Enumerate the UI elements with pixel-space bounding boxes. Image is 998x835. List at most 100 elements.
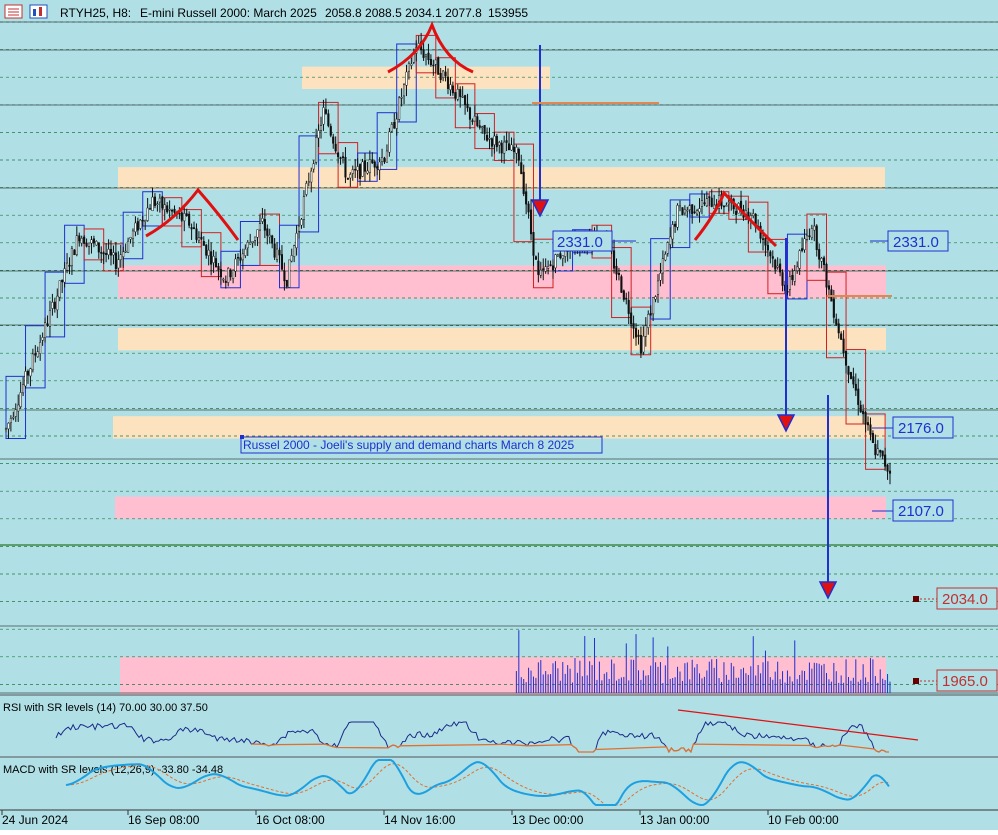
candle-body <box>422 49 425 58</box>
candle-body <box>339 157 342 159</box>
candle-body <box>649 312 652 316</box>
zone-supply-0 <box>302 66 550 89</box>
candle-body <box>127 240 130 253</box>
candle-body <box>478 125 481 128</box>
label-2331-right[interactable] <box>887 230 949 252</box>
candle-body <box>351 169 354 174</box>
candle-body <box>703 202 706 205</box>
candle-body <box>405 71 408 86</box>
label-2331-left[interactable] <box>552 230 613 252</box>
candle-body <box>200 236 203 240</box>
candle-body <box>561 255 564 259</box>
annotation-box[interactable] <box>240 436 603 454</box>
htf-box <box>44 271 66 338</box>
volume-label: 153955 <box>488 6 528 20</box>
candle-body <box>803 238 806 250</box>
candle-body <box>837 323 840 334</box>
candle-body <box>820 257 823 262</box>
target-arrow-head <box>776 414 796 433</box>
candle-body <box>840 333 843 340</box>
candle-body <box>764 237 767 246</box>
x-tick-label: 13 Dec 00:00 <box>512 813 584 827</box>
candle-body <box>691 204 694 215</box>
candle-body <box>388 131 391 153</box>
label-2176[interactable] <box>892 416 954 439</box>
candle-body <box>798 250 801 269</box>
candle-body <box>476 116 479 126</box>
candle-body <box>319 125 323 131</box>
candle-body <box>346 178 349 180</box>
candle-body <box>366 170 369 174</box>
candle-body <box>280 254 283 270</box>
candle-body <box>19 392 22 407</box>
candle-body <box>659 272 662 281</box>
candle-body <box>161 196 164 209</box>
candle-body <box>315 137 318 163</box>
candle-body <box>139 219 142 229</box>
candle-body <box>124 250 127 253</box>
candle-body <box>173 208 176 213</box>
candle-body <box>371 159 374 164</box>
candle-body <box>446 76 450 89</box>
htf-box <box>474 113 495 150</box>
candle-body <box>51 301 54 309</box>
candle-body <box>246 242 249 249</box>
candle-body <box>12 416 15 419</box>
candle-body <box>454 92 457 99</box>
candle-body <box>859 404 862 413</box>
candle-body <box>796 266 799 271</box>
candle-body <box>788 276 791 290</box>
candle-body <box>854 383 857 391</box>
candle-body <box>102 252 105 255</box>
candle-body <box>549 264 552 266</box>
candle-body <box>698 208 701 213</box>
x-tick-label: 24 Jun 2024 <box>2 813 68 827</box>
candle-body <box>488 138 491 140</box>
candle-body <box>70 248 73 266</box>
rsi-pane: RSI with SR levels (14) 70.00 30.00 37.5… <box>0 694 998 754</box>
candle-body <box>847 366 850 375</box>
right-shoulder <box>693 190 778 248</box>
candle-body <box>547 266 550 269</box>
candle-body <box>727 201 730 205</box>
candle-body <box>381 156 384 162</box>
candle-body <box>56 295 59 311</box>
label-2107[interactable] <box>892 499 954 522</box>
candle-body <box>654 296 657 300</box>
candle-body <box>61 279 64 283</box>
candle-body <box>503 141 506 154</box>
candle-body <box>671 224 674 240</box>
candle-body <box>874 444 877 456</box>
candle-body <box>268 234 271 238</box>
candle-body <box>539 269 542 276</box>
chart-type-icon[interactable] <box>29 4 48 19</box>
candle-body <box>134 222 137 233</box>
candle-body <box>53 301 56 309</box>
candle-body <box>251 241 254 244</box>
candle-body <box>637 334 640 337</box>
candle-body <box>232 270 235 279</box>
candle-body <box>708 196 711 198</box>
candle-body <box>105 253 108 255</box>
candle-body <box>359 164 362 179</box>
zone-supply-1 <box>118 167 885 190</box>
left-shoulder <box>145 187 240 241</box>
candle-body <box>188 213 191 226</box>
x-tick-label: 16 Sep 08:00 <box>128 813 200 827</box>
candle-body <box>197 237 200 241</box>
candle-body <box>46 323 49 326</box>
candle-body <box>192 227 196 229</box>
candle-body <box>498 142 501 146</box>
label-2034[interactable] <box>936 587 998 610</box>
candle-body <box>481 126 484 129</box>
label-1965[interactable] <box>936 669 998 692</box>
annotation-anchor[interactable] <box>240 435 244 439</box>
candle-body <box>83 236 86 244</box>
candle-body <box>630 312 633 325</box>
candle-body <box>39 342 42 354</box>
candle-body <box>402 84 406 97</box>
candle-body <box>202 241 205 246</box>
candle-body <box>678 205 682 208</box>
